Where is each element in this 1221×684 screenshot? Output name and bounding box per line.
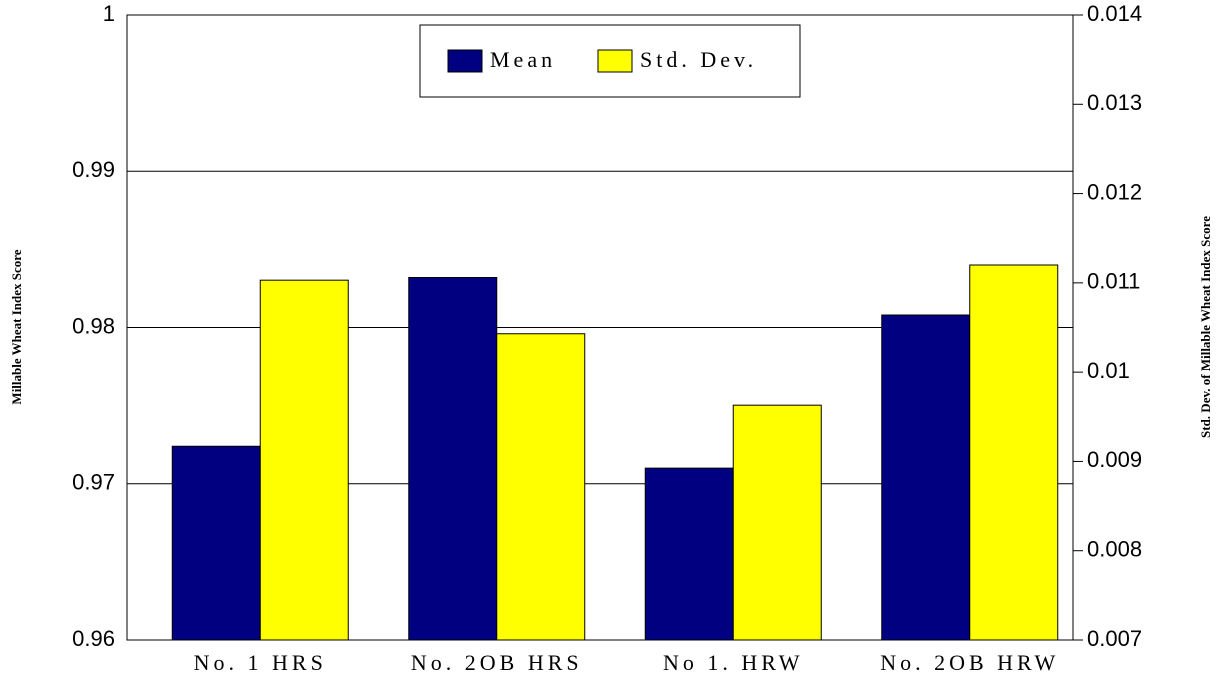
- x-tick-label: No. 2OB HRS: [411, 650, 583, 675]
- bar: [732, 404, 822, 641]
- x-tick-label: No. 1 HRS: [194, 650, 327, 675]
- y-tick-label: 1: [103, 1, 115, 26]
- y-tick-label: 0.98: [72, 313, 115, 338]
- y2-tick-label: 0.008: [1087, 537, 1142, 562]
- bar: [969, 264, 1059, 641]
- x-tick-label: No. 2OB HRW: [880, 650, 1059, 675]
- y-axis-title: Millable Wheat Index Score: [9, 249, 24, 404]
- y2-tick-label: 0.009: [1087, 447, 1142, 472]
- bar: [259, 279, 349, 641]
- bar: [644, 467, 734, 641]
- x-tick-label: No 1. HRW: [663, 650, 804, 675]
- plot-frame: [126, 14, 1074, 641]
- y-tick-label: 0.96: [72, 626, 115, 651]
- y2-tick-label: 0.013: [1087, 90, 1142, 115]
- bar: [408, 277, 498, 641]
- legend-label: Std. Dev.: [640, 47, 757, 72]
- y2-tick-label: 0.007: [1087, 626, 1142, 651]
- y-tick-label: 0.97: [72, 470, 115, 495]
- bar: [881, 314, 971, 641]
- y2-tick-label: 0.01: [1087, 358, 1130, 383]
- legend-swatch: [447, 49, 483, 73]
- bar: [496, 333, 586, 641]
- y2-tick-label: 0.011: [1087, 269, 1140, 294]
- y2-tick-label: 0.014: [1087, 1, 1142, 26]
- y-tick-label: 0.99: [72, 157, 115, 182]
- bar: [171, 445, 261, 641]
- y2-tick-label: 0.012: [1087, 179, 1142, 204]
- legend-label: Mean: [490, 47, 556, 72]
- legend-swatch: [597, 49, 633, 73]
- y2-axis-title: Std. Dev. of Millable Wheat Index Score: [1198, 216, 1213, 438]
